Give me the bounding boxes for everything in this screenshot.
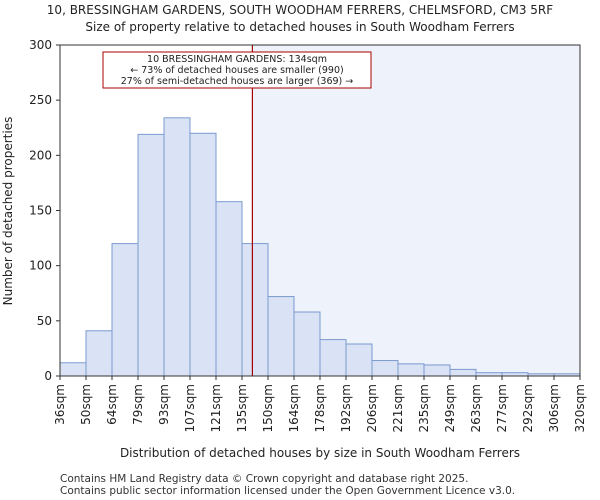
x-tick-label: 306sqm (547, 384, 561, 432)
x-tick-label: 93sqm (157, 384, 171, 425)
annotation-box (102, 51, 372, 89)
footer-line-1: Contains HM Land Registry data © Crown c… (60, 473, 469, 485)
bar (215, 201, 243, 377)
bar (85, 330, 113, 377)
x-tick-label: 36sqm (53, 384, 67, 425)
bar (189, 132, 217, 377)
x-tick-label: 135sqm (235, 384, 249, 432)
x-tick-label: 235sqm (417, 384, 431, 432)
x-tick-label: 263sqm (469, 384, 483, 432)
x-tick-label: 320sqm (573, 384, 587, 432)
x-tick-label: 221sqm (391, 384, 405, 432)
chart-title: 10, BRESSINGHAM GARDENS, SOUTH WOODHAM F… (47, 3, 553, 17)
bar (319, 339, 347, 377)
bar (397, 363, 425, 377)
annotation-line-3: 27% of semi-detached houses are larger (… (121, 76, 354, 87)
bar (423, 364, 451, 377)
x-tick-label: 206sqm (365, 384, 379, 432)
bar (267, 296, 295, 377)
y-tick-label: 250 (29, 93, 52, 107)
x-tick-label: 277sqm (495, 384, 509, 432)
bar (111, 243, 139, 377)
plot-area: 0 50 100 150 200 250 300 36sqm 50sqm 64sqm 79sqm 93… (29, 38, 587, 432)
y-tick-label: 200 (29, 148, 52, 162)
bar (137, 133, 165, 377)
x-tick-label: 121sqm (209, 384, 223, 432)
bar (371, 360, 399, 377)
x-tick-label: 178sqm (313, 384, 327, 432)
x-tick-label: 64sqm (105, 384, 119, 425)
bar (163, 117, 191, 377)
footer-line-2: Contains public sector information licen… (60, 485, 516, 497)
bar (449, 368, 477, 377)
x-tick-label: 50sqm (79, 384, 93, 425)
bar (59, 362, 87, 377)
y-tick-label: 100 (29, 259, 52, 273)
y-tick-label: 0 (44, 369, 52, 383)
x-tick-label: 164sqm (287, 384, 301, 432)
x-tick-label: 292sqm (521, 384, 535, 432)
x-axis-label: Distribution of detached houses by size … (120, 446, 520, 460)
x-tick-label: 249sqm (443, 384, 457, 432)
annotation-line-2: ← 73% of detached houses are smaller (99… (130, 65, 343, 76)
x-tick-label: 79sqm (131, 384, 145, 425)
y-tick-label: 300 (29, 38, 52, 52)
chart-subtitle: Size of property relative to detached ho… (85, 20, 514, 34)
annotation-line-1: 10 BRESSINGHAM GARDENS: 134sqm (147, 54, 327, 65)
x-tick-label: 150sqm (261, 384, 275, 432)
x-tick-label: 192sqm (339, 384, 353, 432)
y-axis-label: Number of detached properties (1, 117, 15, 306)
bar (293, 311, 321, 377)
y-tick-label: 50 (37, 314, 52, 328)
x-tick-label: 107sqm (183, 384, 197, 432)
y-tick-label: 150 (29, 204, 52, 218)
bar (345, 343, 373, 377)
bar (241, 243, 269, 377)
